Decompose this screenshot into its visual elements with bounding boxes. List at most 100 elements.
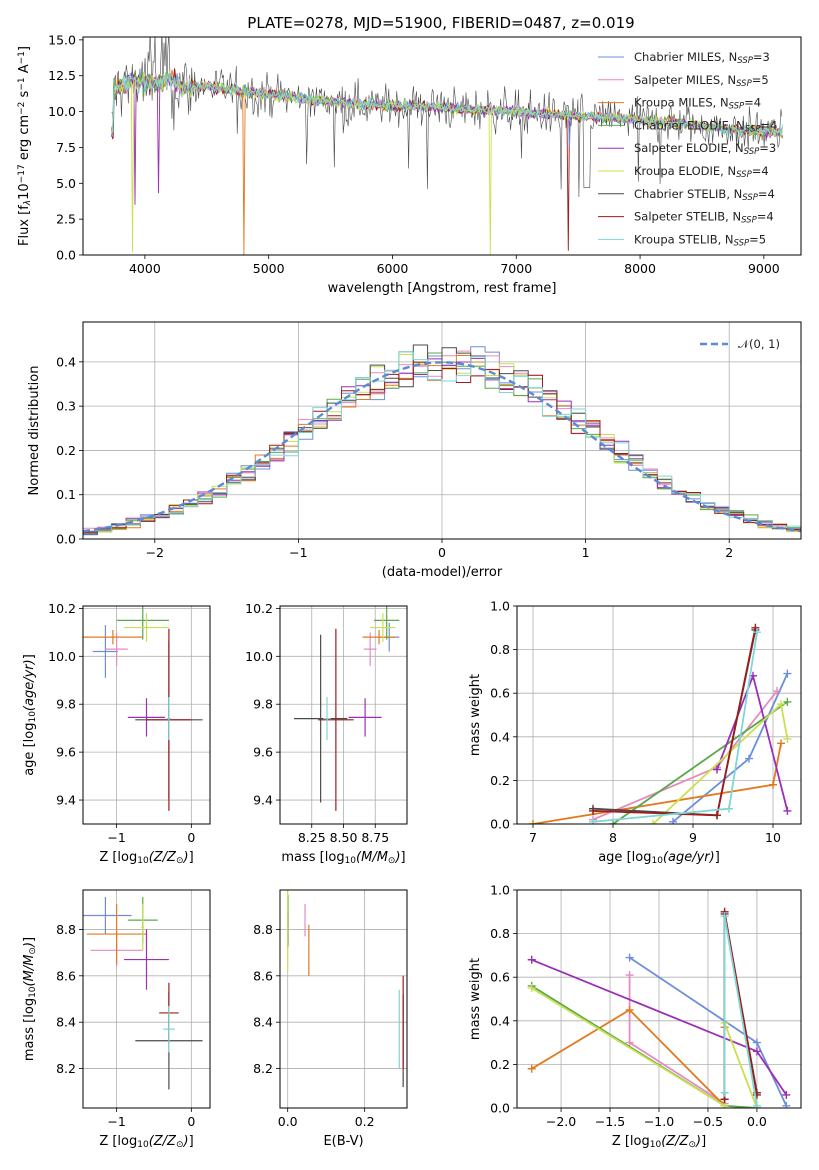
spectrum-line-chabrier-stelib	[111, 37, 783, 198]
y-tick-label: 10.2	[245, 601, 273, 616]
y-tick-label: 8.6	[253, 968, 273, 983]
axes-frame	[279, 889, 408, 1109]
x-tick-label: 7000	[500, 261, 532, 276]
weight-line-salpeter-stelib	[720, 907, 761, 1104]
x-tick-label: 8.50	[330, 830, 358, 845]
weight-line-chabrier-miles	[625, 953, 791, 1108]
errorbar-chabrier-stelib	[293, 634, 348, 803]
legend-label-chabrier-miles: Chabrier MILES, NSSP=3	[634, 50, 770, 66]
x-tick-label: 9000	[748, 261, 780, 276]
weight-polyline	[628, 975, 726, 1105]
y-tick-label: 0.4	[56, 354, 76, 369]
weight-line-salpeter-miles	[589, 687, 781, 824]
weight-marker	[625, 1005, 634, 1014]
errorbar-salpeter-miles	[363, 632, 377, 666]
errorbar-kroupa-stelib	[323, 697, 331, 741]
x-tick-label: 6000	[377, 261, 409, 276]
weight-marker	[720, 912, 729, 921]
y-tick-label: 8.8	[253, 922, 273, 937]
x-tick-label: 1	[582, 545, 590, 560]
errorbar-kroupa-elodie	[124, 613, 169, 642]
errorbar-kroupa-miles	[83, 629, 143, 645]
weight-polyline	[531, 1008, 726, 1108]
y-tick-label: 9.8	[253, 697, 273, 712]
legend-label-kroupa-miles: Kroupa MILES, NSSP=4	[634, 96, 761, 112]
weight-marker	[783, 697, 792, 706]
mass-vs-Z-panel: −1 0 8.2 8.4 8.6 8.8 Z [log10(Z/Z⊙)] mass [log1…	[22, 889, 211, 1150]
weight-marker	[649, 820, 657, 824]
weight-line-kroupa-elodie	[649, 700, 792, 824]
weight-marker	[589, 806, 597, 815]
y-tick-label: 9.8	[56, 697, 76, 712]
x-tick-label: 0.0	[747, 1114, 767, 1129]
spectrum-legend: Chabrier MILES, NSSP=3 Salpeter MILES, NS…	[598, 50, 777, 249]
legend-label-chabrier-elodie: Chabrier ELODIE, NSSP=4	[634, 118, 777, 134]
weight-marker	[529, 820, 537, 824]
weight-marker	[783, 734, 792, 743]
legend-label-gaussian: 𝒩(0, 1)	[738, 337, 780, 351]
x-tick-label: −1.0	[644, 1114, 674, 1129]
y-tick-label: 10.0	[48, 649, 76, 664]
x-tick-label: 0	[187, 830, 195, 845]
y-tick-label: 1.0	[490, 599, 510, 614]
mass-weight-vs-age-panel: 7 8 9 10 0.0 0.2 0.4 0.6 0.8 1.0 age [log10(age/yr…	[468, 599, 802, 866]
mass-weight-vs-Z-panel: −2.0 −1.5 −1.0 −0.5 0.0 0.0 0.2 0.4 0.6 0.8 1.0 Z […	[468, 883, 802, 1150]
weight-line-salpeter-miles	[625, 971, 729, 1108]
x-tick-label: 7	[529, 830, 537, 845]
weight-marker	[713, 811, 721, 820]
axes-frame	[82, 321, 802, 540]
weight-marker	[751, 623, 760, 632]
weight-polyline	[723, 916, 758, 1106]
weight-marker	[589, 817, 597, 824]
weight-marker	[745, 754, 753, 763]
errorbar-salpeter-miles	[105, 632, 128, 666]
y-tick-label: 8.2	[56, 1061, 76, 1076]
weight-marker	[773, 687, 781, 696]
weight-line-salpeter-elodie	[527, 955, 791, 1099]
weight-marker	[782, 1090, 791, 1099]
x-tick-label: −1	[107, 1114, 125, 1129]
weight-marker	[625, 971, 634, 980]
axes-frame	[82, 605, 211, 825]
x-tick-label: 0	[438, 545, 446, 560]
y-tick-label: 0.4	[490, 1013, 510, 1028]
legend-label-chabrier-stelib: Chabrier STELIB, NSSP=4	[634, 187, 775, 203]
y-tick-label: 0.8	[490, 642, 510, 657]
y-tick-label: 9.6	[253, 745, 273, 760]
axes-frame	[516, 605, 802, 825]
weight-marker	[777, 700, 785, 709]
y-tick-label: 8.8	[56, 922, 76, 937]
x-axis-label: wavelength [Angstrom, rest frame]	[328, 281, 557, 296]
errorbar-kroupa-elodie	[370, 613, 396, 642]
legend-label-kroupa-elodie: Kroupa ELODIE, NSSP=4	[634, 164, 769, 180]
y-tick-label: 5.0	[56, 176, 76, 191]
weight-marker	[720, 1088, 729, 1097]
legend-label-salpeter-stelib: Salpeter STELIB, NSSP=4	[634, 210, 774, 226]
weight-line-kroupa-stelib	[720, 912, 761, 1108]
y-tick-label: 8.4	[253, 1015, 273, 1030]
x-tick-label: −2.0	[546, 1114, 576, 1129]
x-axis-label: Z [log10(Z/Z⊙)]	[99, 1134, 193, 1150]
weight-marker	[527, 955, 536, 964]
spectrum-line-kroupa-stelib	[111, 72, 783, 137]
x-axis-label: Z [log10(Z/Z⊙)]	[99, 850, 193, 866]
errorbar-salpeter-elodie	[127, 698, 166, 737]
legend-label-salpeter-miles: Salpeter MILES, NSSP=5	[634, 73, 769, 89]
weight-marker	[753, 628, 761, 637]
errorbar-salpeter-stelib	[318, 628, 354, 811]
weight-marker	[777, 739, 785, 748]
y-tick-label: 0.6	[490, 970, 510, 985]
y-tick-label: 0.0	[56, 248, 76, 263]
axes-frame	[279, 605, 408, 825]
weight-line-kroupa-stelib	[589, 628, 761, 824]
age-vs-Z-panel: −1 0 9.4 9.6 9.8 10.0 10.2 Z [log10(Z/Z⊙)] age […	[22, 601, 211, 866]
y-tick-label: 8.4	[56, 1015, 76, 1030]
x-tick-label: 8.25	[298, 830, 326, 845]
weight-line-salpeter-stelib	[589, 623, 760, 820]
y-tick-label: 0.4	[490, 729, 510, 744]
weight-marker	[752, 1101, 761, 1108]
x-tick-label: −1	[289, 545, 307, 560]
axes-frame	[516, 889, 802, 1109]
errorbar-kroupa-miles	[86, 903, 147, 965]
